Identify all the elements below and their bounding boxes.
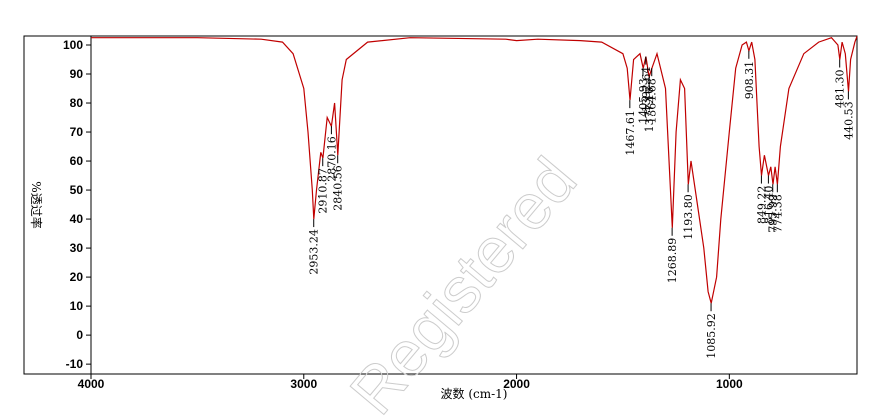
x-tick-label: 3000 [290, 377, 317, 391]
peak-label: 774.38 [771, 194, 784, 233]
x-tick-label: 1000 [716, 377, 743, 391]
y-tick-label: 90 [70, 67, 84, 81]
peak-label: 2840.56 [332, 165, 345, 211]
y-tick-label: 60 [70, 154, 84, 168]
x-tick-label: 4000 [78, 377, 105, 391]
peak-label: 816.40 [762, 186, 775, 225]
peak-label: 2953.24 [308, 229, 321, 274]
y-tick-label: 0 [76, 328, 83, 342]
y-tick-label: 50 [70, 183, 84, 197]
peak-label: 1085.92 [705, 313, 718, 359]
x-axis-label: 波数 (cm-1) [441, 386, 508, 401]
peak-label: 908.31 [743, 61, 756, 100]
peak-label: 440.53 [842, 101, 855, 139]
plot-area [90, 35, 858, 375]
peak-label: 1268.89 [666, 238, 679, 283]
y-tick-label: 100 [63, 38, 83, 52]
watermark: Registered [336, 144, 590, 419]
y-tick-label: 10 [70, 299, 84, 313]
y-axis-label: %透过率 [29, 181, 44, 228]
x-tick-label: 2000 [503, 377, 530, 391]
peak-label: 1467.61 [624, 110, 637, 156]
peak-label: 2870.16 [325, 136, 338, 182]
y-tick-label: 70 [70, 125, 84, 139]
y-tick-label: 80 [70, 96, 84, 110]
y-tick-label: 40 [70, 212, 84, 226]
spectrum-line [91, 36, 858, 304]
peak-label: 1405.93 [637, 78, 650, 124]
y-tick-label: 20 [70, 270, 84, 284]
peak-label: 481.30 [834, 70, 847, 109]
y-tick-label: 30 [70, 241, 84, 255]
peak-label: 795.99 [767, 194, 780, 233]
peak-label: 1377.16 [643, 87, 656, 133]
peak-label: 1364.68 [646, 78, 659, 124]
peak-label: 849.22 [755, 186, 768, 225]
y-tick-label: -10 [66, 357, 84, 371]
peak-label: 1193.80 [682, 194, 695, 240]
peak-label: 2910.87 [317, 168, 330, 214]
